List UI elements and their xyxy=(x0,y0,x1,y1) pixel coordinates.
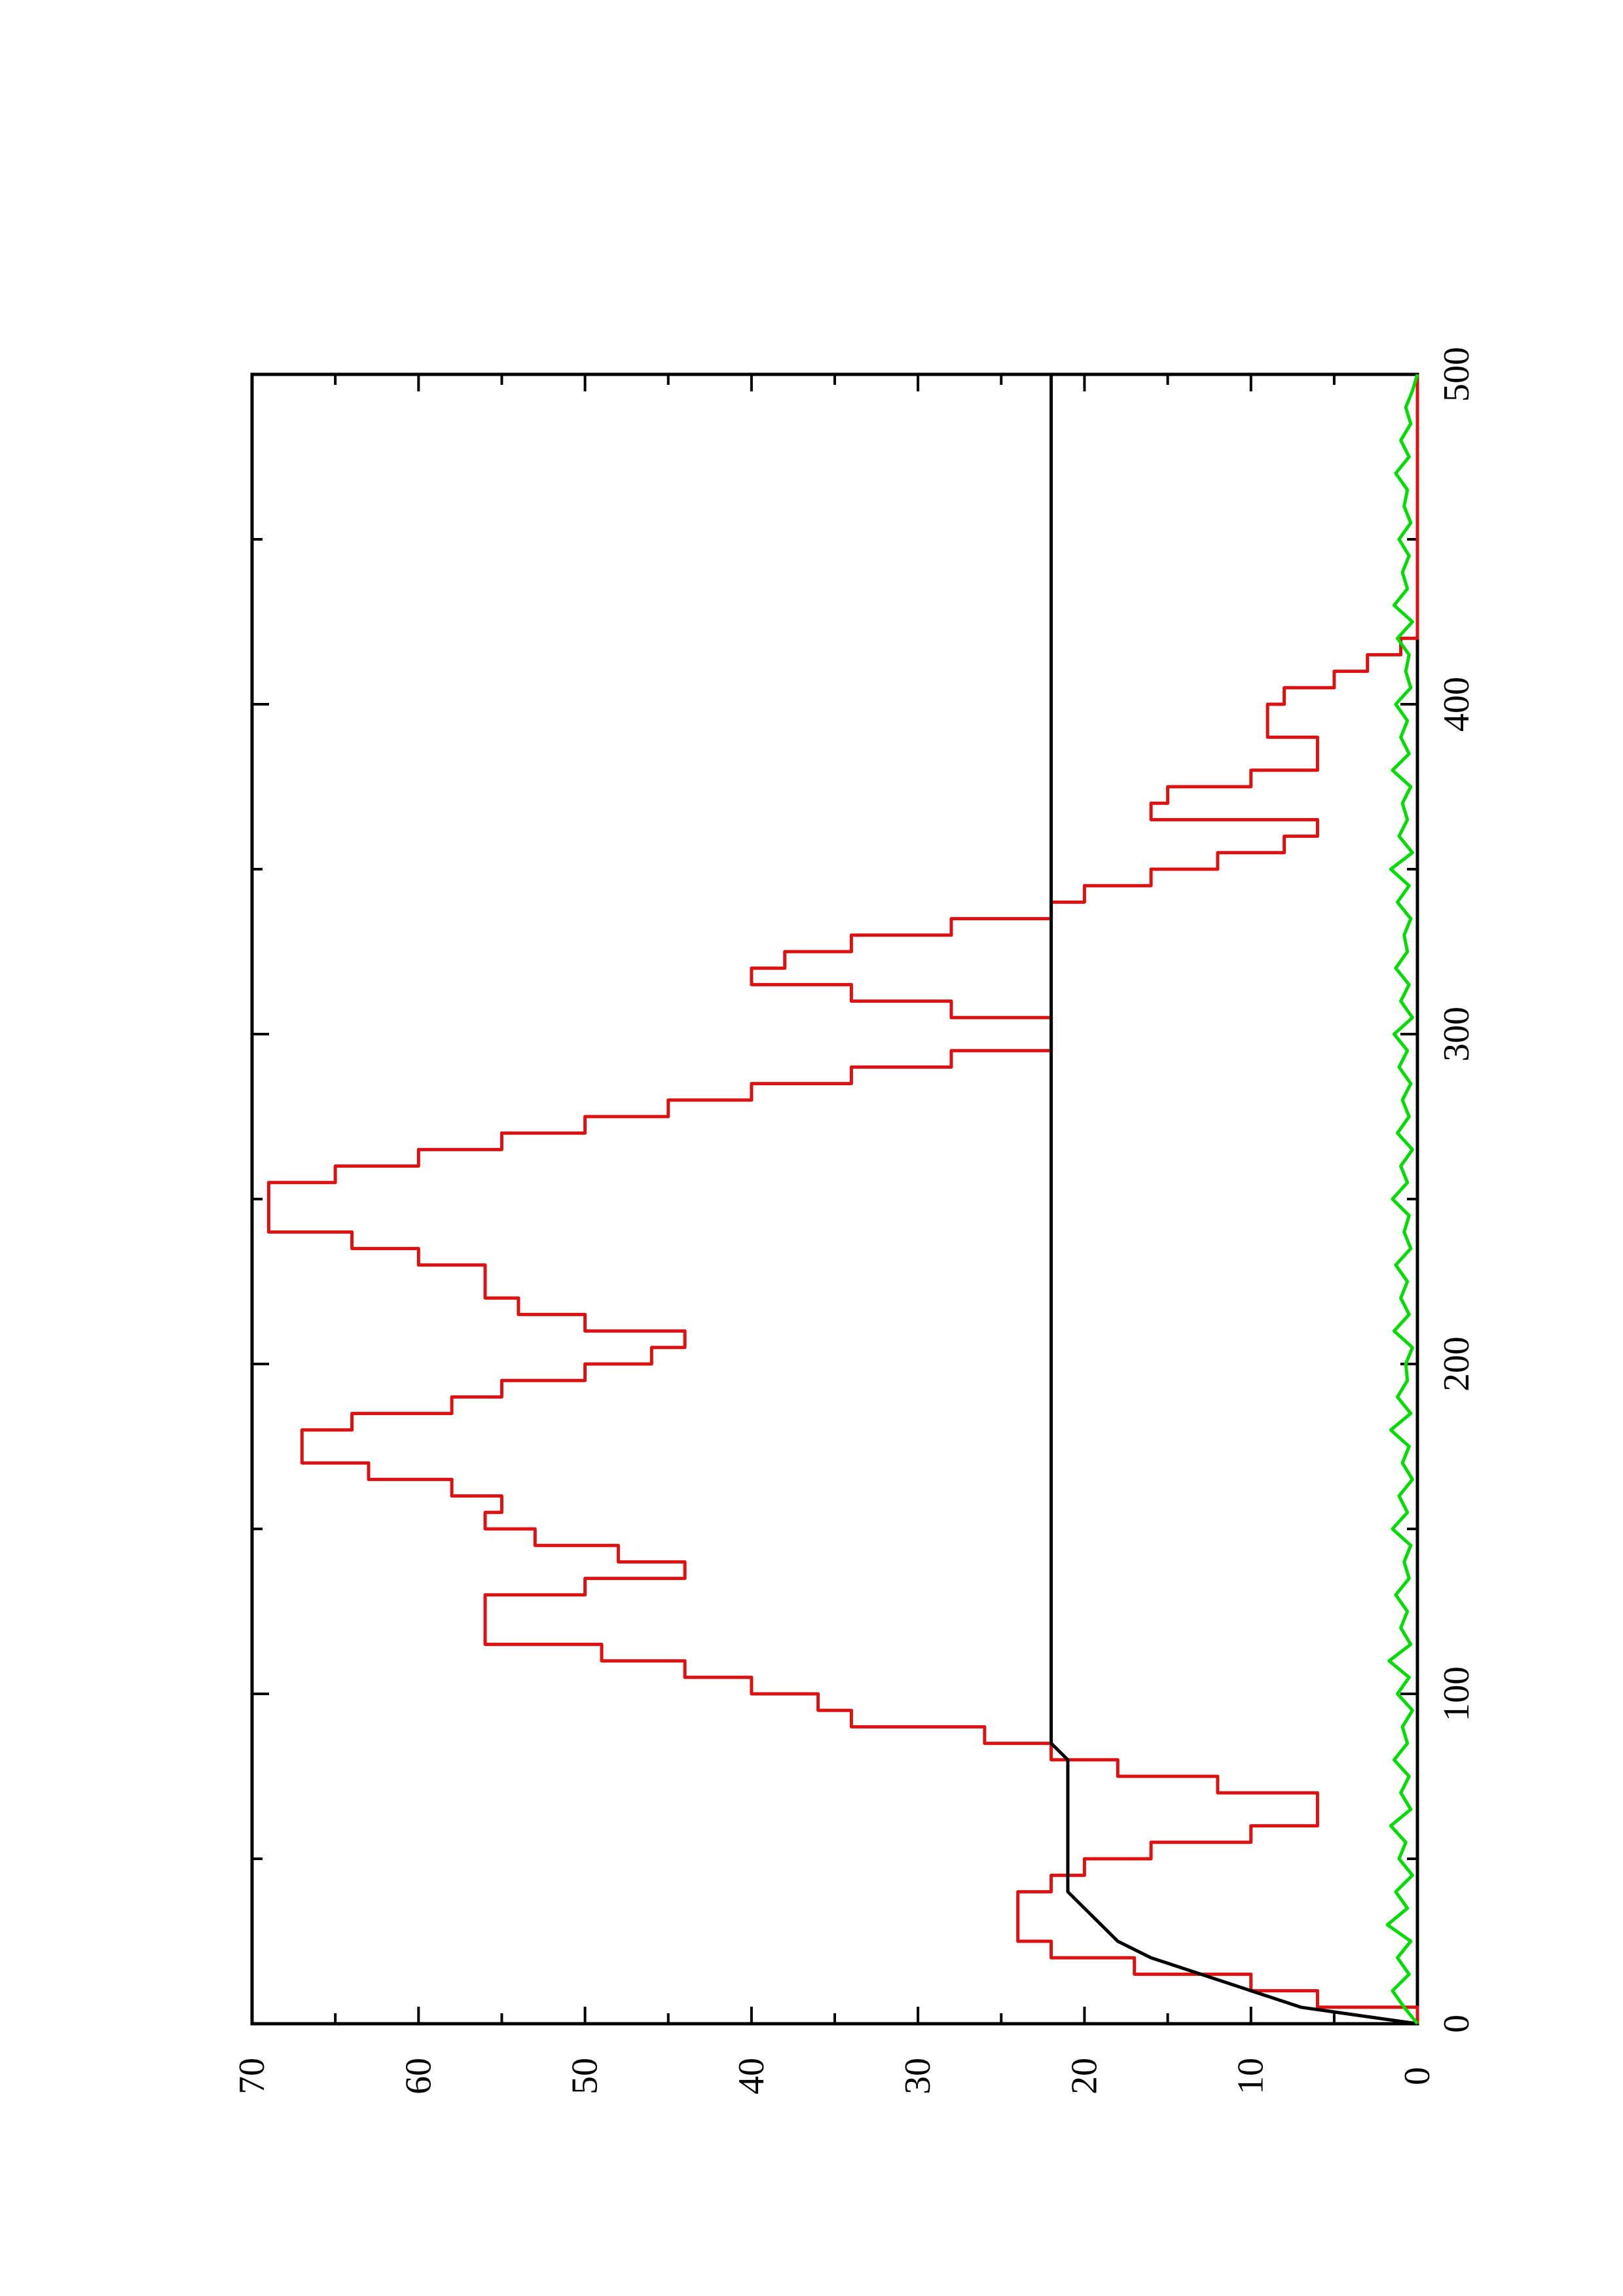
y-tick-label: 0 xyxy=(1397,2067,1438,2085)
x-tick-label: 100 xyxy=(1436,1666,1477,1721)
x-tick-label: 200 xyxy=(1436,1336,1477,1391)
x-tick-label: 0 xyxy=(1436,2015,1477,2033)
x-tick-label: 300 xyxy=(1436,1007,1477,1062)
y-tick-label: 30 xyxy=(898,2058,938,2094)
y-tick-label: 60 xyxy=(398,2058,439,2094)
plot-area: 0 100 200 300 400 500 0 10 20 30 40 50 60 70 xyxy=(232,347,1477,2094)
y-tick-label: 70 xyxy=(232,2058,272,2094)
series-line-1 xyxy=(1049,374,1418,2026)
y-tick-label: 20 xyxy=(1064,2058,1104,2094)
series-line-0 xyxy=(266,374,1419,2024)
x-tick-label: 500 xyxy=(1436,347,1477,402)
y-tick-label: 40 xyxy=(731,2058,772,2094)
series-line-2 xyxy=(1385,374,1419,2025)
x-tick-label: 400 xyxy=(1436,677,1477,732)
plot-frame xyxy=(250,372,1419,2026)
y-tick-label: 50 xyxy=(565,2058,606,2094)
y-tick-label: 10 xyxy=(1231,2058,1271,2094)
